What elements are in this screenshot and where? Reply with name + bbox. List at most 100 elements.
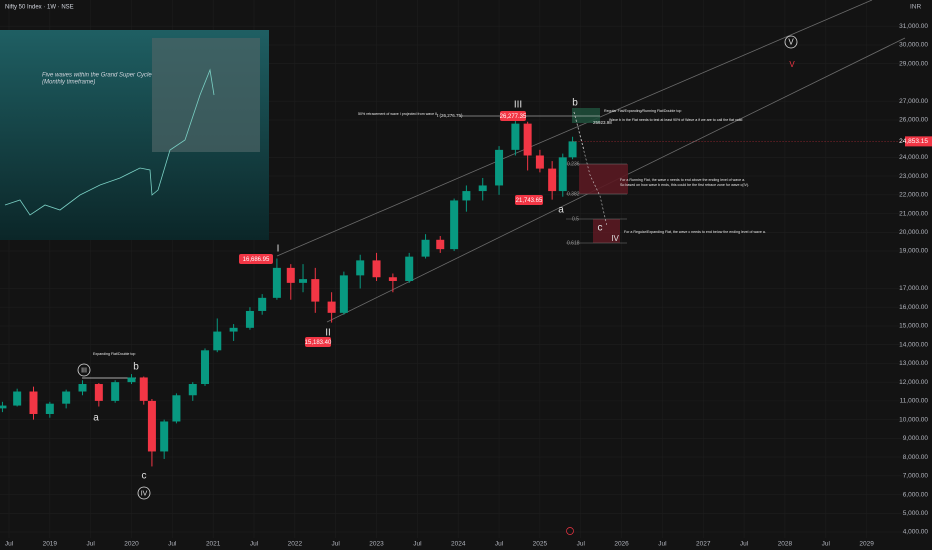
candle-body: [511, 123, 520, 150]
x-tick-label: Jul: [822, 541, 831, 548]
inset-price: [4, 68, 215, 216]
wave-circle: [784, 35, 798, 49]
wave-label: V: [789, 60, 795, 69]
wave-label: I: [277, 244, 280, 255]
last-price-label: 24,853.15: [899, 138, 928, 145]
candle-body: [339, 275, 348, 313]
candle-body: [327, 301, 336, 313]
candle-body: [147, 400, 156, 452]
wave-circle: [77, 363, 91, 377]
price-tag-label: 21,743.65: [516, 198, 543, 204]
note: For a Running Flat, the wave c needs to …: [620, 178, 745, 182]
x-tick-label: Jul: [5, 541, 14, 548]
x-tick-label: Jul: [740, 541, 749, 548]
y-tick-label: 7,000.00: [903, 473, 929, 480]
wave-label: b: [133, 362, 139, 373]
note: 25923.98: [593, 120, 612, 125]
target-box: [572, 108, 600, 123]
candle-body: [229, 327, 238, 332]
price-tag-label: 26,277.35: [500, 114, 527, 120]
y-tick-label: 15,000.00: [899, 323, 928, 330]
candle-body: [478, 185, 487, 192]
candle-body: [160, 421, 169, 452]
inset-subtitle: (Monthly timeframe): [42, 80, 95, 86]
candle-body: [139, 377, 148, 401]
x-tick-label: Jul: [413, 541, 422, 548]
x-tick-label: 2023: [369, 541, 384, 548]
candle-body: [421, 239, 430, 257]
candle-body: [94, 384, 103, 401]
fib-label: 0.5: [572, 216, 579, 222]
candle-body: [311, 279, 320, 302]
x-tick-label: 2028: [778, 541, 793, 548]
candle-body: [13, 391, 22, 406]
wave-label: III: [81, 367, 87, 374]
candle-body: [558, 157, 567, 192]
x-tick-label: Jul: [332, 541, 341, 548]
candle-body: [388, 277, 397, 281]
wave-label: V: [788, 38, 794, 47]
x-tick-label: 2027: [696, 541, 711, 548]
price-tag: [500, 111, 526, 121]
candle-body: [201, 350, 210, 385]
y-tick-label: 31,000.00: [899, 23, 928, 30]
wave-circle: [137, 486, 151, 500]
y-tick-label: 14,000.00: [899, 341, 928, 348]
fib-label: 0.618: [567, 240, 580, 246]
y-tick-label: 11,000.00: [900, 398, 929, 405]
candle-body: [188, 384, 197, 396]
candle-body: [405, 256, 414, 281]
x-tick-label: 2021: [206, 541, 221, 548]
y-tick-label: 29,000.00: [899, 60, 928, 67]
y-tick-label: 30,000.00: [899, 42, 928, 49]
y-tick-label: 26,000.00: [899, 117, 928, 124]
y-tick-label: 24,000.00: [899, 154, 928, 161]
candle-body: [356, 260, 365, 276]
retrace-zone: [579, 164, 628, 194]
wave-label: IV: [611, 234, 619, 243]
x-tick-label: 2019: [43, 541, 58, 548]
candle-body: [127, 377, 136, 383]
y-tick-label: 21,000.00: [899, 210, 928, 217]
x-tick-label: 2024: [451, 541, 466, 548]
y-tick-label: 22,000.00: [899, 192, 928, 199]
price-tag-label: 15,183.40: [305, 340, 332, 346]
candle-body: [299, 279, 308, 283]
candle-body: [272, 267, 281, 298]
y-tick-label: 23,000.00: [899, 173, 928, 180]
y-tick-label: 6,000.00: [903, 491, 929, 498]
candle-body: [462, 191, 471, 201]
projection-path: [573, 111, 585, 151]
x-tick-label: 2029: [859, 541, 874, 548]
y-tick-label: 10,000.00: [899, 416, 928, 423]
note: Wave b in the Flat needs to test at leas…: [609, 118, 742, 122]
candle-body: [0, 405, 7, 409]
candle-body: [548, 168, 557, 192]
note: Expanding Flat/Double top: [93, 352, 135, 356]
candle-body: [45, 403, 54, 414]
y-tick-label: 27,000.00: [899, 98, 928, 105]
wave-label: b: [572, 98, 578, 109]
price-tag: [515, 195, 543, 205]
candle-body: [286, 267, 295, 283]
wave-label: a: [93, 413, 99, 424]
y-tick-label: 12,000.00: [899, 379, 928, 386]
y-tick-label: 16,000.00: [899, 304, 928, 311]
note: For a Regular/Expanding Flat, the wave c…: [624, 230, 766, 234]
candle-body: [62, 391, 71, 404]
candle-body: [172, 395, 181, 422]
price-tag: [239, 254, 273, 264]
y-tick-label: 4,000.00: [903, 529, 929, 536]
note: So based on how wave b ends, this could …: [620, 183, 749, 187]
x-tick-label: 2025: [533, 541, 548, 548]
x-tick-label: Jul: [250, 541, 259, 548]
candle-body: [29, 391, 38, 414]
candles: [0, 114, 905, 467]
inset-box: [152, 38, 260, 152]
price-tag-label: 16,686.95: [243, 257, 270, 263]
x-tick-label: Jul: [495, 541, 504, 548]
wave-label: a: [558, 205, 564, 216]
candle-body: [258, 297, 267, 311]
event-icon: [566, 527, 574, 535]
